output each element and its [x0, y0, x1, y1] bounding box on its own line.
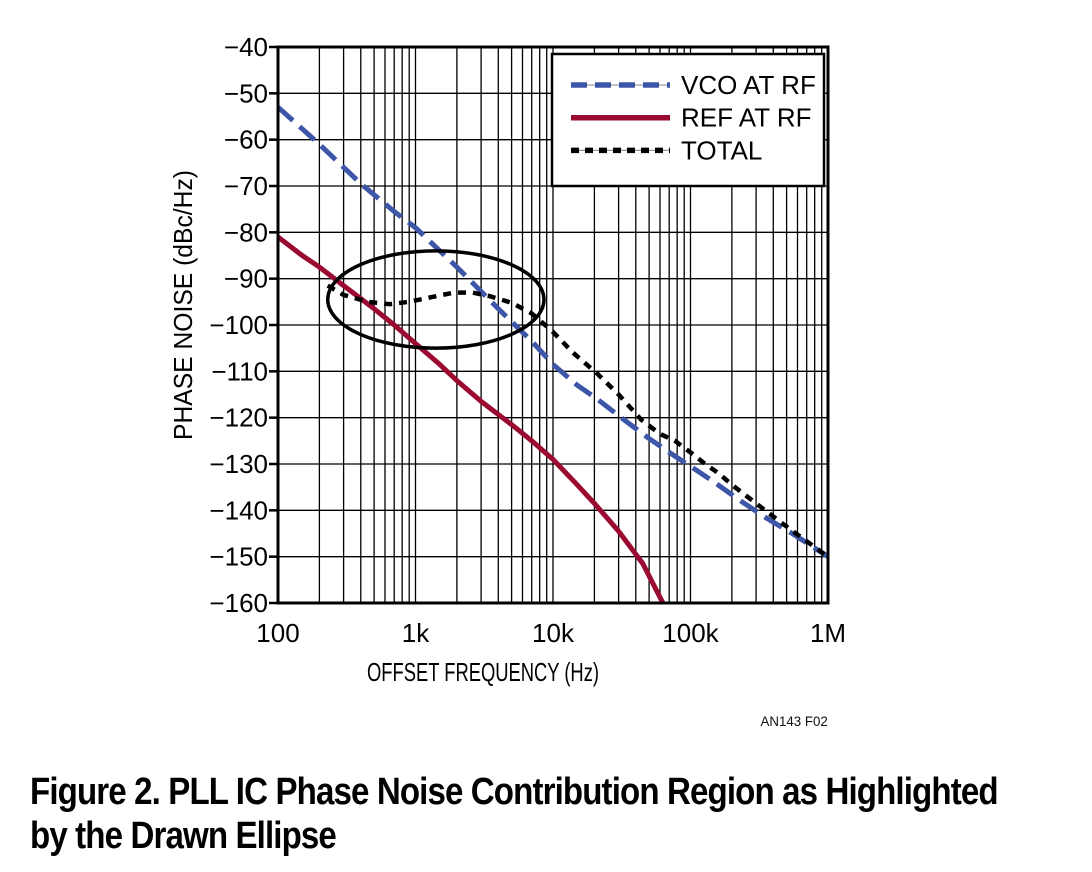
- legend-item-label: VCO AT RF: [681, 70, 816, 100]
- x-tick-label: 100k: [662, 618, 719, 648]
- x-tick-labels: 100 1k 10k 100k 1M: [256, 618, 846, 648]
- x-tick-label: 1k: [402, 618, 430, 648]
- plot-border: [276, 45, 830, 605]
- y-axis-title: PHASE NOISE (dBc/Hz): [168, 170, 198, 440]
- y-tick-label: −150: [209, 542, 268, 572]
- legend-item-label: TOTAL: [681, 135, 762, 165]
- y-tick-label: −120: [209, 403, 268, 433]
- y-tick-label: −80: [224, 217, 268, 247]
- legend-item-label: REF AT RF: [681, 103, 812, 133]
- y-tick-label: −160: [209, 588, 268, 618]
- x-axis-title: OFFSET FREQUENCY (Hz): [367, 657, 599, 687]
- caption-line-1: Figure 2. PLL IC Phase Noise Contributio…: [30, 771, 999, 813]
- highlight-ellipse: [325, 249, 546, 350]
- y-tick-label: −70: [224, 171, 268, 201]
- y-tick-labels: −40 −50 −60 −70 −80 −90 −100 −110 −120 −130 −140 −1…: [209, 32, 268, 618]
- x-tick-label: 1M: [810, 618, 846, 648]
- curves: [277, 105, 829, 604]
- x-tick-label: 10k: [532, 618, 575, 648]
- y-tick-label: −50: [224, 78, 268, 108]
- y-tick-label: −130: [209, 449, 268, 479]
- y-tick-label: −110: [211, 356, 268, 386]
- series-total: [326, 283, 829, 559]
- y-tick-label: −100: [209, 310, 268, 340]
- figure-caption: Figure 2. PLL IC Phase Noise Contributio…: [30, 770, 999, 858]
- series-vco-at-rf: [277, 105, 829, 559]
- y-tick-label: −40: [224, 32, 268, 62]
- y-tick-label: −140: [209, 495, 268, 525]
- legend-item: TOTAL: [571, 135, 762, 165]
- legend-item: REF AT RF: [571, 103, 812, 133]
- caption-line-2: by the Drawn Ellipse: [30, 815, 337, 857]
- y-tick-label: −90: [224, 264, 268, 294]
- figure-reference: AN143 F02: [760, 713, 828, 729]
- y-tick-label: −60: [224, 125, 268, 155]
- x-tick-label: 100: [256, 618, 299, 648]
- series-ref-at-rf: [277, 235, 666, 604]
- legend-item: VCO AT RF: [571, 70, 816, 100]
